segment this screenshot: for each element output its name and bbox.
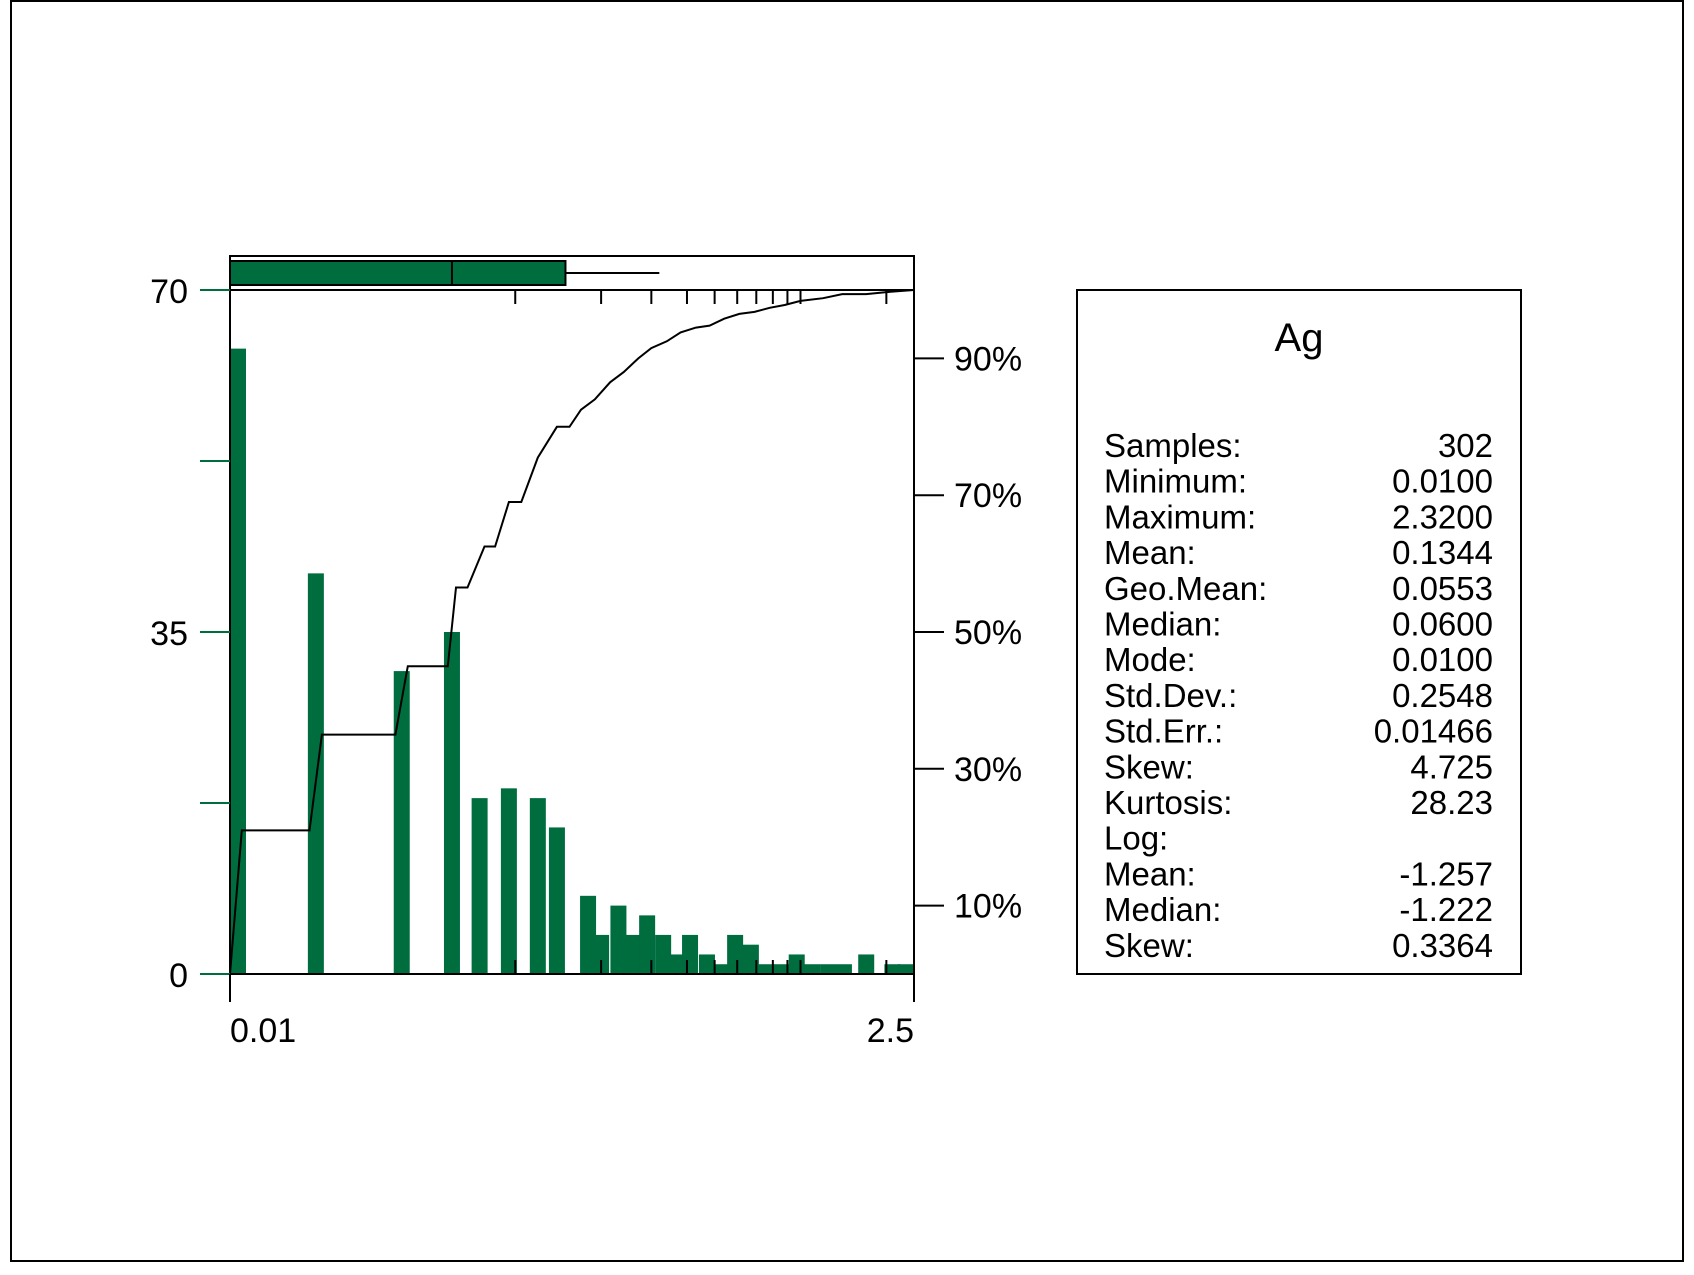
stat-value: 0.1344 [1392,534,1493,571]
outer-frame [10,0,1684,1262]
histogram-bar [230,348,246,975]
left-count-axis: 0 35 70 [150,273,230,995]
stat-label: Median: [1104,606,1221,643]
stat-label: Minimum: [1104,463,1247,500]
percent-tick-label: 70% [954,477,1022,515]
histogram-bar [500,788,517,974]
stat-label: Mean: [1104,855,1196,892]
histogram-bar [713,964,730,974]
percent-tick-label: 30% [954,751,1022,789]
stat-value: -1.222 [1399,891,1493,928]
rug-ticks [514,290,888,974]
right-percent-axis: 10% 30% 50% 70% 90% [914,340,1022,926]
stat-value: 0.3364 [1392,927,1493,964]
percent-tick-label: 90% [954,340,1022,378]
histogram-bar [758,964,775,974]
cumulative-line [229,289,915,975]
stat-value: 28.23 [1410,784,1493,821]
histogram-bar [625,934,642,974]
histogram-bar [471,798,488,974]
histogram-bar [804,964,821,974]
stat-label: Std.Err.: [1104,713,1223,750]
stat-label: Skew: [1104,748,1194,785]
histogram-bars [230,348,914,975]
percent-tick-label: 50% [954,614,1022,652]
y-tick-label: 70 [150,273,188,311]
histogram-bar [682,934,699,974]
stats-title: Ag [1275,316,1324,360]
histogram-bar [773,964,790,974]
histogram-bar [858,954,875,974]
stat-label: Mean: [1104,534,1196,571]
y-tick-label: 0 [169,957,188,995]
histogram-bar [669,954,686,974]
stat-value: 0.01466 [1374,713,1493,750]
histogram-bar [884,964,901,974]
stat-label: Kurtosis: [1104,784,1232,821]
histogram-bar [610,905,627,974]
stat-label: Median: [1104,891,1221,928]
boxplot [229,260,660,286]
histogram-bar [835,964,852,974]
plot-frame [229,289,915,975]
histogram-bar [393,671,410,974]
histogram-bar [742,944,759,974]
histogram-bar [529,798,546,974]
percent-tick-label: 10% [954,888,1022,926]
stat-label: Mode: [1104,641,1196,678]
stat-label: Maximum: [1104,498,1256,535]
stat-label: Samples: [1104,427,1242,464]
histogram-bar [788,954,805,974]
bottom-x-axis: 0.01 2.5 [229,974,915,1050]
histogram-bar [898,964,914,974]
stat-label: Geo.Mean: [1104,570,1267,607]
y-tick-label: 35 [150,615,188,653]
boxplot-box [229,260,567,286]
x-tick-label: 0.01 [230,1012,296,1050]
histogram-bar [655,934,672,974]
stat-value: -1.257 [1399,855,1493,892]
histogram-bar [639,915,656,974]
histogram-bar [548,827,565,974]
histogram-bar [727,934,744,974]
stat-label: Skew: [1104,927,1194,964]
stats-box [1076,289,1522,975]
x-tick-label: 2.5 [867,1012,914,1050]
histogram-bar [443,632,460,974]
stat-value: 0.0553 [1392,570,1493,607]
stat-value: 2.3200 [1392,498,1493,535]
stat-value: 0.0100 [1392,641,1493,678]
stat-value: 4.725 [1410,748,1493,785]
stat-value: 302 [1438,427,1493,464]
stat-value: 0.2548 [1392,677,1493,714]
stat-value: 0.0600 [1392,606,1493,643]
stat-label: Log: [1104,820,1168,857]
histogram-bar [820,964,837,974]
stat-label: Std.Dev.: [1104,677,1237,714]
histogram-bar [593,934,610,974]
stats-table: Samples: 302 Minimum: 0.0100 Maximum: 2.3200 M… [1104,427,1493,964]
histogram-bar [580,895,597,974]
histogram-bar [698,954,715,974]
stat-value: 0.0100 [1392,463,1493,500]
